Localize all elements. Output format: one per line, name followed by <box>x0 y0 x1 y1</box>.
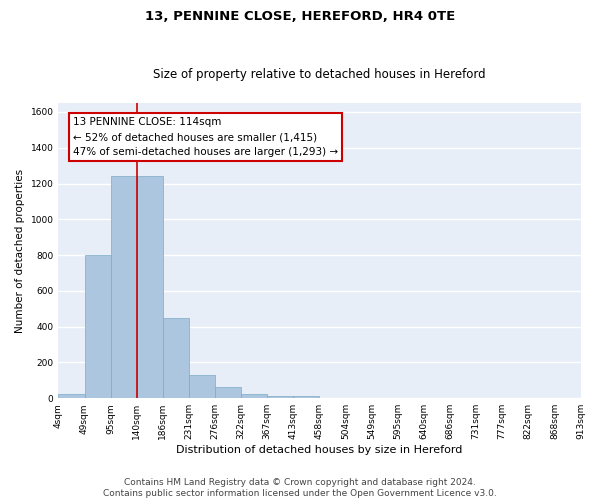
Y-axis label: Number of detached properties: Number of detached properties <box>15 168 25 332</box>
Bar <box>137 176 163 398</box>
Text: Contains HM Land Registry data © Crown copyright and database right 2024.
Contai: Contains HM Land Registry data © Crown c… <box>103 478 497 498</box>
Bar <box>241 394 267 398</box>
Title: Size of property relative to detached houses in Hereford: Size of property relative to detached ho… <box>153 68 486 81</box>
Bar <box>189 375 215 398</box>
Bar <box>85 255 110 398</box>
Text: 13 PENNINE CLOSE: 114sqm
← 52% of detached houses are smaller (1,415)
47% of sem: 13 PENNINE CLOSE: 114sqm ← 52% of detach… <box>73 118 338 157</box>
Bar <box>58 394 85 398</box>
Bar <box>163 318 189 398</box>
Bar <box>293 396 319 398</box>
Bar <box>215 388 241 398</box>
Text: 13, PENNINE CLOSE, HEREFORD, HR4 0TE: 13, PENNINE CLOSE, HEREFORD, HR4 0TE <box>145 10 455 23</box>
X-axis label: Distribution of detached houses by size in Hereford: Distribution of detached houses by size … <box>176 445 463 455</box>
Bar <box>267 396 293 398</box>
Bar <box>110 176 137 398</box>
